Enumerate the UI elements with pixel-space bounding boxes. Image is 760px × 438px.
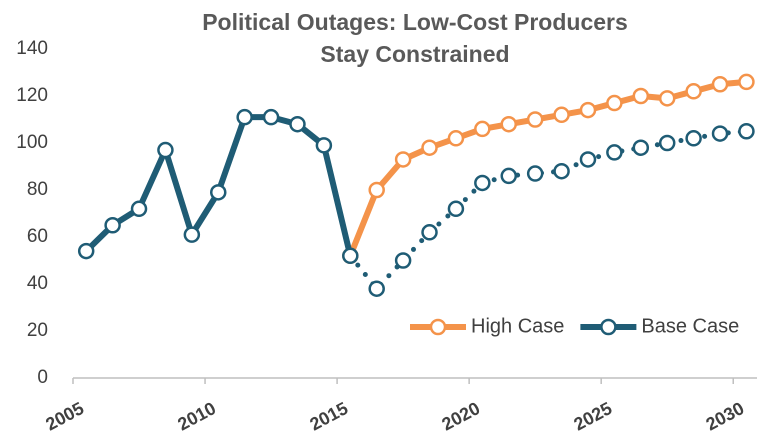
- point: [421, 224, 438, 241]
- point: [394, 252, 412, 269]
- point: [342, 247, 359, 265]
- x-tick-label: 2030: [703, 398, 748, 434]
- x-tick-label: 2015: [306, 398, 351, 434]
- point: [368, 181, 385, 199]
- y-tick-label: 120: [16, 85, 48, 106]
- point: [262, 108, 280, 126]
- point: [632, 87, 650, 105]
- point: [606, 144, 623, 161]
- y-tick-label: 20: [27, 320, 48, 341]
- x-tick-label: 2025: [571, 398, 616, 434]
- point: [500, 115, 518, 133]
- point: [368, 280, 385, 297]
- point: [315, 137, 333, 154]
- point: [526, 165, 544, 182]
- point: [394, 151, 412, 168]
- legend-marker: [429, 318, 447, 336]
- y-tick-label: 60: [27, 226, 48, 247]
- point: [474, 120, 491, 138]
- legend-label: Base Case: [641, 315, 739, 337]
- point: [77, 242, 95, 260]
- y-tick-label: 100: [16, 132, 48, 153]
- point: [738, 73, 755, 91]
- point: [447, 200, 465, 218]
- x-tick-label: 2010: [174, 398, 219, 434]
- point: [157, 141, 174, 159]
- y-tick-label: 40: [27, 273, 48, 294]
- point: [236, 108, 253, 126]
- point: [289, 115, 306, 133]
- point: [500, 167, 518, 185]
- point: [606, 94, 623, 112]
- y-tick-label: 140: [16, 38, 48, 59]
- point: [632, 139, 650, 156]
- point: [526, 111, 544, 128]
- point: [738, 123, 755, 140]
- point: [553, 162, 570, 180]
- point: [130, 200, 148, 218]
- chart-title: Political Outages: Low-Cost Producers St…: [202, 9, 628, 67]
- series-line: [347, 78, 747, 257]
- y-tick-label: 0: [37, 367, 48, 388]
- point: [474, 174, 491, 192]
- x-tick-label: 2020: [438, 398, 483, 434]
- point: [579, 101, 597, 119]
- point: [104, 217, 121, 234]
- point: [711, 76, 729, 93]
- point: [421, 139, 438, 156]
- point: [685, 83, 702, 100]
- point: [658, 90, 676, 107]
- point: [447, 130, 465, 147]
- point: [183, 226, 201, 243]
- point: [711, 125, 729, 142]
- point: [579, 151, 597, 168]
- y-tick-label: 80: [27, 179, 48, 200]
- series-line-dotted: [347, 128, 749, 292]
- point: [553, 106, 570, 124]
- legend-marker: [600, 318, 617, 336]
- point: [685, 130, 702, 147]
- point: [658, 134, 676, 152]
- point: [210, 184, 227, 201]
- legend-label: High Case: [471, 315, 564, 337]
- x-tick-label: 2005: [42, 398, 87, 434]
